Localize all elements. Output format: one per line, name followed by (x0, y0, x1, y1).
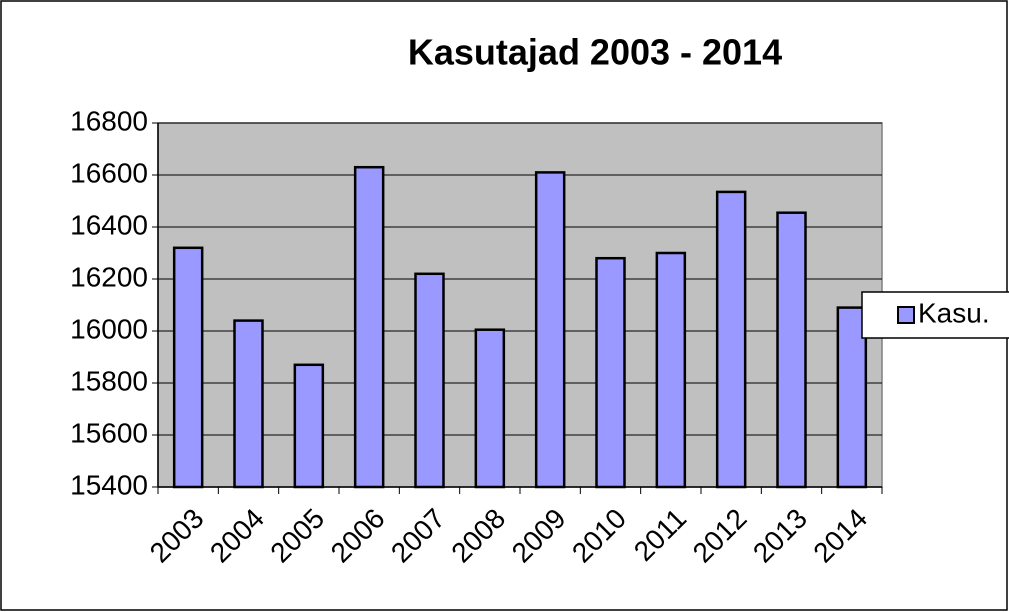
y-tick-label: 15400 (70, 469, 148, 500)
bar (595, 256, 626, 489)
bar (172, 246, 204, 489)
legend-label: Kasu. (918, 297, 990, 328)
legend-swatch (897, 306, 915, 324)
bar (776, 211, 807, 489)
bar (715, 190, 747, 489)
bar (534, 171, 566, 489)
y-tick-label: 15600 (70, 417, 148, 448)
bar (414, 272, 445, 489)
bar (293, 363, 325, 489)
y-tick-label: 16000 (70, 313, 148, 344)
bar (474, 328, 506, 489)
bar (353, 165, 385, 489)
y-tick-label: 16800 (70, 105, 148, 136)
y-tick-label: 16400 (70, 209, 148, 240)
bar (233, 319, 264, 489)
bar (655, 251, 687, 489)
plot-area (157, 122, 883, 488)
y-tick-label: 15800 (70, 365, 148, 396)
chart-title: Kasutajad 2003 - 2014 (408, 32, 782, 73)
legend-box (861, 291, 1009, 339)
y-tick-label: 16200 (70, 261, 148, 292)
y-tick-label: 16600 (70, 157, 148, 188)
